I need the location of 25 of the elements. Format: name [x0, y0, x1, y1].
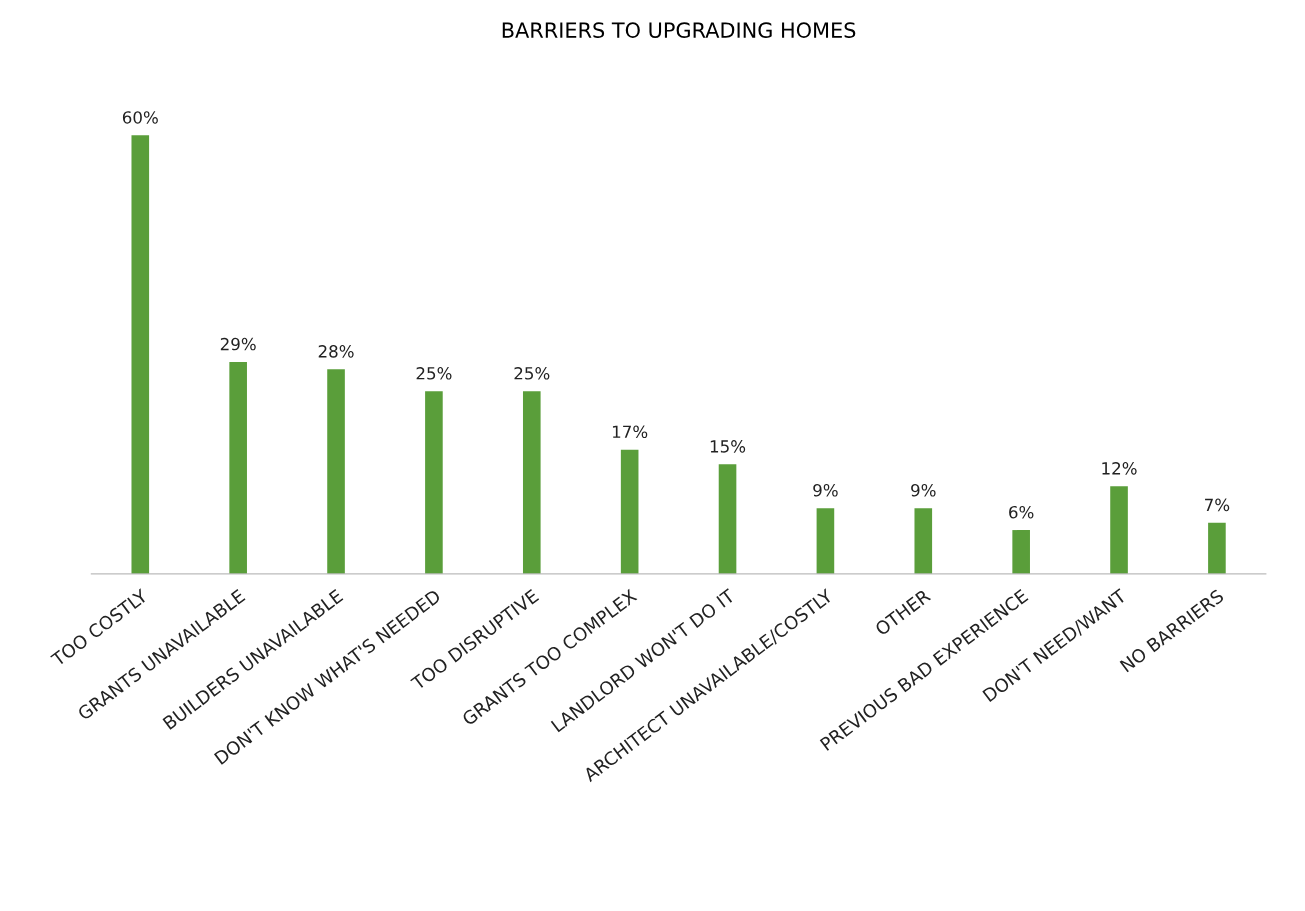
- data-label: 17%: [612, 425, 648, 439]
- bar: [425, 391, 443, 574]
- data-label: 7%: [1205, 498, 1230, 512]
- bar: [718, 464, 737, 574]
- data-label: 25%: [416, 367, 452, 380]
- data-label: 9%: [911, 483, 936, 497]
- bar: [620, 449, 639, 574]
- bar: [522, 391, 541, 574]
- data-label: 9%: [813, 483, 838, 497]
- bar: [131, 135, 150, 574]
- data-label: 29%: [220, 337, 256, 351]
- bar: [229, 361, 247, 574]
- bar: [1110, 486, 1128, 574]
- chart-title: BARRIERS TO UPGRADING HOMES: [502, 22, 856, 39]
- bar: [1208, 522, 1226, 574]
- bar: [1012, 530, 1030, 574]
- data-label: 25%: [514, 367, 550, 380]
- data-label: 28%: [318, 345, 354, 358]
- data-label: 60%: [122, 111, 158, 124]
- bar: [914, 508, 933, 574]
- bar: [816, 508, 835, 574]
- data-label: 15%: [710, 440, 746, 453]
- data-label: 6%: [1009, 505, 1034, 519]
- bar: [327, 369, 345, 574]
- data-label: 12%: [1102, 462, 1137, 475]
